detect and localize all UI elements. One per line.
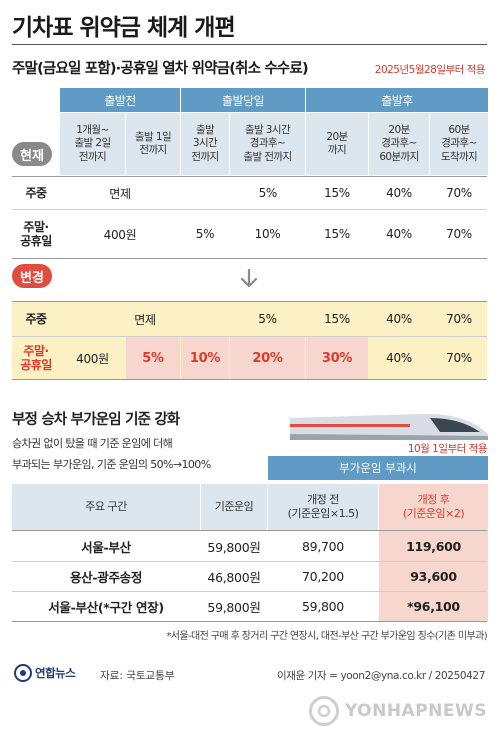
- row-divider: [12, 258, 487, 259]
- yonhap-logo-icon: [14, 664, 32, 682]
- changed-weekday-row-bg: [12, 302, 487, 336]
- column-header: 1개월~ 출발 2일 전까지: [60, 113, 125, 175]
- column-header: 출발 3시간 전까지: [181, 113, 229, 175]
- column-header: 20분 까지: [306, 113, 368, 175]
- group-header-after: 출발후: [306, 88, 488, 112]
- column-header-after: 개정 후 (기준운임×2): [379, 484, 488, 530]
- highlight-cell: [306, 337, 368, 379]
- cell-value: 70%: [446, 351, 472, 365]
- cell-free: 면제: [109, 186, 131, 201]
- fare-before: 70,200: [302, 569, 344, 584]
- highlight-column: [379, 531, 488, 621]
- fare-after: *96,100: [407, 599, 460, 614]
- cell-value-changed: 30%: [321, 350, 353, 366]
- route-name: 서울-부산(*구간 연장): [48, 600, 164, 615]
- cell-value-changed: 5%: [142, 350, 164, 366]
- cell-value: 40%: [386, 351, 412, 365]
- cell-value: 5%: [258, 312, 277, 326]
- row-divider: [12, 301, 487, 302]
- section2-title: 부정 승차 부가운임 기준 강화: [12, 412, 180, 428]
- group-header-surcharge: 부가운임 부과시: [268, 456, 488, 480]
- highlight-cell: [126, 337, 180, 379]
- section1-subtitle: 주말(금요일 포함)·공휴일 열차 위약금(취소 수수료): [12, 61, 309, 77]
- cell-value: 40%: [386, 227, 412, 241]
- row-label-weekday: 주중: [25, 311, 47, 326]
- footnote: *서울-대전 구매 후 장거리 구간 연장시, 대전-부산 구간 부가운임 징수…: [166, 631, 487, 642]
- row-divider: [12, 336, 487, 337]
- route-name: 용산-광주송정: [69, 570, 143, 585]
- row-divider: [12, 621, 487, 622]
- column-header: 20분 경과후~ 60분까지: [369, 113, 429, 175]
- row-divider: [12, 176, 487, 177]
- title-divider: [12, 44, 487, 45]
- row-divider: [12, 379, 487, 380]
- section2-effective-date: 10월 1일부터 적용: [407, 443, 488, 455]
- column-header: 출발 3시간 경과후~ 출발 전까지: [230, 113, 305, 175]
- cell-value: 400원: [76, 351, 109, 366]
- cell-value: 70%: [446, 227, 472, 241]
- base-fare: 46,800원: [207, 570, 261, 585]
- fare-before: 59,800: [302, 599, 344, 614]
- cell-value-changed: 20%: [252, 350, 283, 366]
- page-title: 기차표 위약금 체계 개편: [12, 15, 236, 41]
- section2-description: 부과되는 부가운임, 기준 운임의 50%→100%: [12, 458, 211, 471]
- section1-effective-date: 2025년5월28일부터 적용: [374, 64, 486, 76]
- cell-free: 면제: [134, 312, 156, 327]
- badge-changed: 변경: [12, 264, 52, 288]
- cell-value: 70%: [446, 312, 472, 326]
- cell-value: 10%: [254, 227, 281, 241]
- base-fare: 59,800원: [207, 600, 261, 615]
- cell-value: 400원: [103, 227, 137, 242]
- row-divider: [12, 561, 487, 562]
- badge-current: 현재: [12, 142, 52, 166]
- fare-before: 89,700: [302, 538, 344, 554]
- cell-value: 70%: [446, 186, 472, 200]
- row-divider: [12, 530, 487, 531]
- column-header: 출발 1일 전까지: [126, 113, 180, 175]
- row-label-weekend: 주말· 공휴일: [20, 219, 52, 248]
- group-header-day: 출발당일: [181, 88, 305, 112]
- group-header-before: 출발전: [60, 88, 180, 112]
- base-fare: 59,800원: [207, 539, 261, 555]
- cell-value: 5%: [258, 186, 278, 200]
- highlight-cell: [181, 337, 229, 379]
- column-header-before: 개정 전 (기준운임×1.5): [268, 484, 378, 530]
- watermark-text: YONHAPNEWS: [344, 701, 487, 721]
- cell-value: 15%: [324, 186, 350, 200]
- cell-value-changed: 10%: [189, 350, 221, 366]
- train-icon: [290, 413, 488, 440]
- row-label-weekday: 주중: [25, 185, 47, 200]
- cell-value: 5%: [195, 227, 215, 241]
- cell-value: 15%: [324, 312, 350, 326]
- source-text: 자료: 국토교통부: [100, 670, 175, 682]
- fare-after: 93,600: [410, 569, 457, 584]
- cell-value: 15%: [324, 227, 350, 241]
- section2-description: 승차권 없이 탔을 때 기준 운임에 더해: [12, 437, 173, 450]
- yonhap-logo: 연합뉴스: [14, 664, 76, 682]
- row-label-weekend: 주말· 공휴일: [20, 343, 52, 372]
- cell-value: 40%: [386, 312, 412, 326]
- route-name: 서울-부산: [81, 539, 131, 555]
- credit-text: 이재윤 기자 = yoon2@yna.co.kr / 20250427: [276, 670, 485, 682]
- column-header-route: 주요 구간: [12, 484, 200, 530]
- logo-text: 연합뉴스: [35, 666, 76, 680]
- cell-value: 40%: [386, 186, 412, 200]
- watermark: YONHAPNEWS: [308, 696, 487, 726]
- row-divider: [12, 209, 487, 210]
- highlight-cell: [230, 337, 305, 379]
- row-divider: [12, 591, 487, 592]
- column-header-base: 기준운임: [201, 484, 267, 530]
- fare-after: 119,600: [406, 538, 461, 554]
- arrow-down-icon: [240, 268, 258, 288]
- watermark-logo-icon: [308, 696, 339, 726]
- column-header: 60분 경과후~ 도착까지: [430, 113, 488, 175]
